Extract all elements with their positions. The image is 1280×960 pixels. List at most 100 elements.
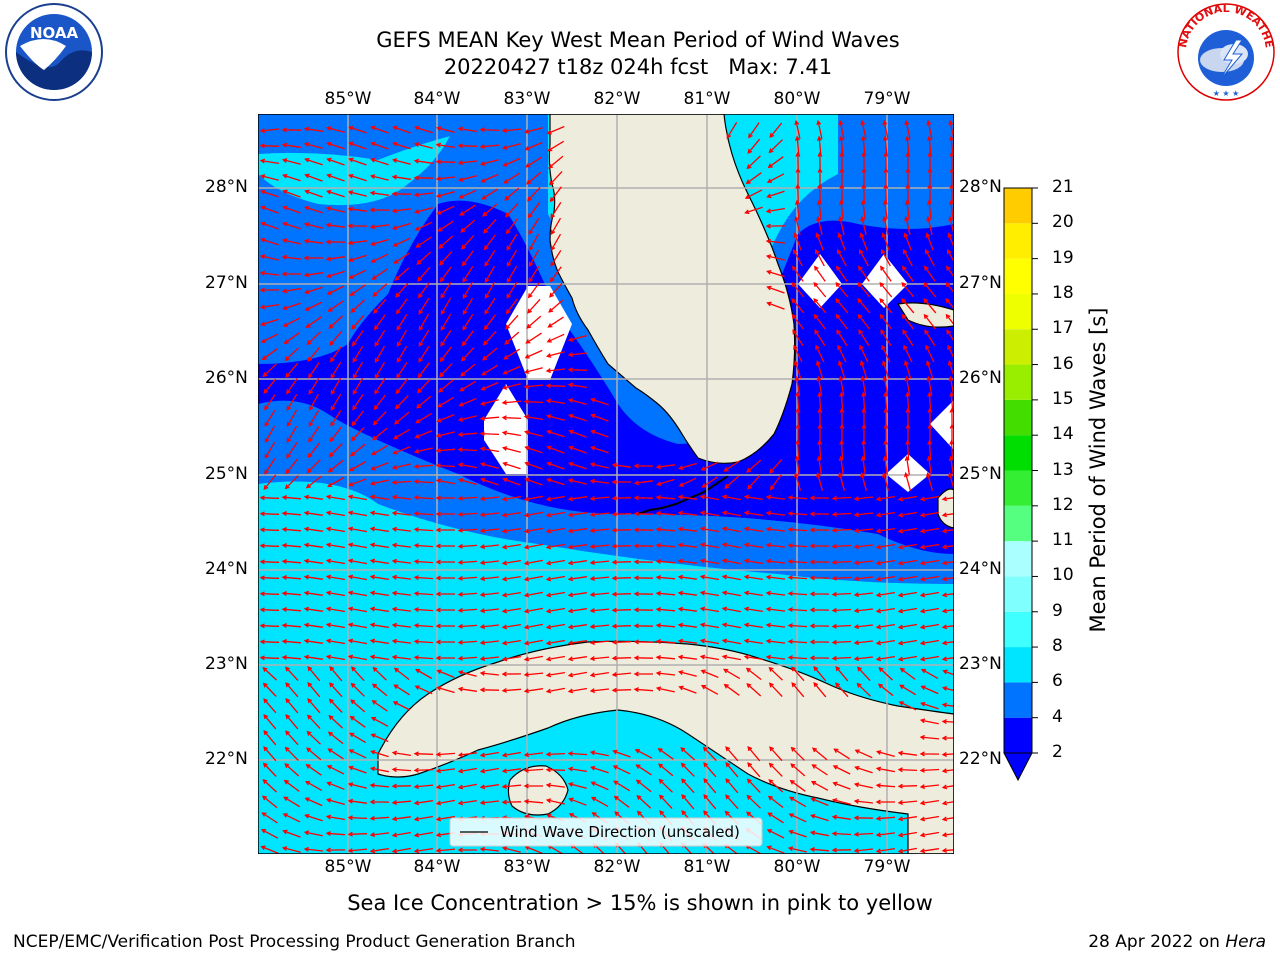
wave-direction-arrow: [307, 666, 321, 682]
noaa-logo: NOAA: [5, 3, 103, 101]
wave-direction-arrow: [416, 395, 432, 409]
wave-direction-arrows: [259, 119, 954, 854]
wave-direction-arrow: [304, 813, 323, 822]
colorbar-tick-label: 4: [1052, 706, 1063, 727]
wave-direction-arrow: [501, 511, 522, 518]
wave-direction-arrow: [897, 750, 917, 756]
lon-label-top: 82°W: [593, 89, 641, 109]
wave-direction-arrow: [303, 606, 323, 612]
wave-direction-arrow: [413, 815, 434, 822]
wave-direction-arrow: [503, 172, 520, 184]
wave-direction-arrow: [263, 746, 277, 762]
wave-direction-arrow: [838, 119, 845, 139]
wave-direction-arrow: [348, 141, 367, 150]
wave-direction-arrow: [941, 848, 954, 853]
wave-direction-arrow: [303, 238, 323, 244]
colorbar-cell: [1004, 576, 1032, 612]
wave-direction-arrow: [743, 574, 764, 581]
wave-direction-arrow: [794, 119, 801, 139]
isla-juventud-land: [507, 765, 569, 816]
wave-direction-arrow: [611, 559, 632, 565]
wave-direction-arrow: [330, 361, 342, 379]
wave-direction-arrow: [901, 313, 915, 330]
wave-direction-arrow: [479, 399, 499, 406]
wave-direction-arrow: [286, 378, 298, 395]
wave-direction-arrow: [525, 156, 542, 168]
colorbar-cell: [1004, 188, 1032, 224]
wave-direction-arrow: [393, 428, 411, 440]
wave-direction-arrow: [303, 494, 323, 500]
wave-direction-arrow: [440, 297, 452, 315]
wave-direction-arrow: [813, 682, 827, 698]
wave-direction-arrow: [635, 779, 652, 793]
wave-direction-arrow: [325, 606, 346, 613]
wave-direction-arrow: [281, 254, 301, 260]
wave-direction-arrow: [765, 622, 785, 628]
wave-direction-arrow: [880, 329, 892, 346]
wave-direction-arrow: [259, 495, 280, 501]
lat-label-right: 25°N: [959, 464, 1002, 484]
wave-direction-arrow: [837, 248, 847, 267]
wave-direction-arrow: [457, 527, 478, 533]
wave-direction-arrow: [327, 300, 344, 312]
wave-direction-arrow: [260, 318, 279, 327]
wave-direction-arrow: [457, 575, 478, 581]
wave-direction-arrow: [391, 622, 411, 628]
period-undefined-patch: [798, 254, 842, 308]
period-undefined-patch: [930, 400, 954, 450]
wave-direction-arrow: [860, 215, 867, 235]
wave-direction-arrow: [523, 655, 544, 662]
wave-direction-arrow: [435, 591, 455, 597]
wave-direction-arrow: [743, 638, 764, 645]
wave-direction-arrow: [853, 528, 873, 534]
wave-direction-arrow: [902, 265, 914, 282]
wave-direction-arrow: [413, 447, 433, 454]
wave-direction-arrow: [417, 266, 431, 282]
wave-direction-arrow: [369, 526, 390, 533]
wave-direction-arrow: [457, 175, 477, 182]
wave-direction-arrow: [303, 574, 323, 580]
wave-direction-arrow: [902, 329, 914, 346]
wave-direction-arrow: [259, 174, 279, 181]
wave-direction-arrow: [459, 380, 477, 392]
wave-direction-arrow: [859, 232, 868, 251]
nws-logo: NATIONAL WEATHER SERVICE ★ ★ ★: [1176, 2, 1276, 101]
wave-direction-arrow: [567, 608, 587, 614]
wave-direction-arrow: [743, 494, 764, 501]
wave-direction-arrow: [920, 668, 939, 679]
wave-direction-arrow: [809, 607, 830, 613]
wave-direction-arrow: [479, 512, 499, 518]
wave-direction-arrow: [905, 391, 911, 412]
wave-direction-arrow: [881, 360, 890, 379]
wave-direction-arrow: [261, 795, 278, 809]
wave-direction-arrow: [927, 183, 933, 204]
wave-direction-arrow: [501, 784, 522, 789]
wave-direction-arrow: [413, 767, 434, 773]
wave-direction-arrow: [284, 763, 300, 777]
wave-direction-arrow: [699, 558, 720, 565]
wave-direction-arrow: [549, 186, 562, 203]
wave-direction-arrow: [304, 173, 323, 182]
wave-direction-arrow: [941, 800, 954, 806]
wave-direction-arrow: [347, 798, 367, 804]
wave-direction-arrow: [766, 173, 785, 183]
wave-direction-arrow: [482, 330, 497, 346]
wave-direction-arrow: [875, 527, 896, 534]
wave-direction-arrow: [881, 248, 891, 267]
wave-direction-arrow: [396, 329, 408, 347]
wave-direction-arrow: [523, 783, 543, 789]
wave-direction-arrow: [677, 606, 697, 612]
wave-direction-arrow: [794, 135, 800, 156]
wave-direction-arrow: [480, 173, 499, 183]
wave-direction-arrow: [699, 638, 720, 645]
wave-direction-arrow: [501, 527, 522, 534]
wave-direction-arrow: [347, 815, 368, 821]
wave-direction-arrow: [479, 544, 499, 550]
wave-direction-arrow: [677, 574, 697, 580]
wave-direction-arrow: [303, 542, 323, 548]
wave-direction-arrow: [546, 477, 565, 486]
wave-direction-arrow: [435, 447, 456, 453]
wave-direction-arrow: [589, 560, 610, 566]
wave-direction-arrow: [391, 606, 411, 612]
wave-direction-arrow: [391, 479, 412, 485]
